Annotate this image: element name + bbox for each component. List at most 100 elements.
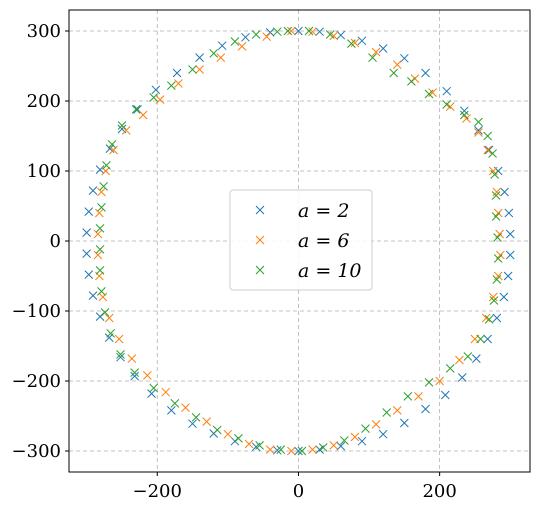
data-point [167, 81, 176, 90]
x-tick-label: −200 [133, 481, 182, 502]
data-point [474, 128, 483, 137]
data-point [483, 131, 492, 141]
data-point [490, 170, 500, 179]
data-point [392, 406, 402, 415]
data-point [97, 187, 106, 197]
data-point [504, 208, 514, 218]
data-point [410, 74, 420, 83]
x-tick-label: 200 [422, 481, 456, 502]
y-tick-label: 300 [27, 21, 61, 42]
data-point [435, 376, 444, 386]
y-tick-label: 0 [50, 231, 61, 252]
data-point [493, 233, 502, 242]
data-point [442, 86, 452, 96]
data-point [195, 65, 204, 74]
series-2-markers [95, 26, 503, 456]
y-tick-label: −300 [12, 441, 61, 462]
data-point [97, 203, 106, 212]
data-point [106, 329, 116, 338]
data-point [483, 145, 492, 155]
data-point [109, 145, 118, 155]
data-point [440, 390, 450, 400]
data-point [116, 352, 125, 362]
data-point [399, 418, 409, 428]
data-point [403, 392, 413, 401]
data-point [421, 68, 430, 78]
data-point [95, 312, 105, 321]
data-point [272, 27, 282, 37]
plot-frame [68, 9, 531, 473]
data-point [237, 42, 247, 51]
data-point [223, 429, 233, 439]
data-point [492, 275, 502, 284]
data-point [155, 95, 165, 104]
legend-marker-0 [255, 205, 265, 215]
data-point [308, 445, 317, 454]
legend-marker-1 [255, 235, 265, 245]
data-point [95, 245, 105, 254]
data-point [172, 68, 182, 78]
data-point [361, 424, 370, 433]
data-point [95, 165, 105, 174]
data-point [241, 32, 250, 42]
data-point [262, 32, 272, 41]
data-point [357, 36, 367, 46]
data-point [308, 27, 317, 37]
series-0-markers [82, 26, 515, 456]
data-point [336, 30, 346, 40]
data-point [378, 429, 388, 439]
data-point [272, 445, 282, 455]
data-point [500, 187, 509, 197]
data-point [149, 93, 159, 102]
data-point [217, 41, 227, 51]
data-point [392, 60, 402, 69]
data-point [424, 89, 434, 99]
data-point [421, 404, 430, 414]
data-point [491, 191, 501, 200]
data-point [505, 250, 515, 260]
data-point [88, 186, 98, 195]
data-point [170, 399, 180, 408]
data-point [114, 334, 124, 344]
data-point [265, 445, 275, 454]
data-point [283, 26, 293, 36]
data-point [339, 436, 349, 445]
data-point [471, 354, 481, 363]
data-point [347, 39, 356, 48]
data-point [483, 334, 492, 344]
axis-ticks: −200 0 200 300 200 100 0 −100 −200 −300 [12, 21, 457, 502]
data-point [371, 420, 381, 429]
data-point [181, 403, 190, 412]
data-point [202, 417, 212, 426]
data-point [357, 436, 367, 446]
data-point [489, 296, 499, 305]
data-point [474, 126, 483, 135]
data-point [424, 378, 434, 387]
data-point [505, 229, 515, 239]
data-point [127, 354, 137, 363]
data-point [484, 315, 494, 324]
data-point [116, 350, 125, 359]
data-point [84, 207, 94, 216]
data-point [459, 106, 469, 116]
data-point [84, 270, 94, 279]
data-point [445, 364, 455, 373]
legend-box [229, 189, 373, 291]
data-point [102, 161, 111, 170]
data-point [414, 392, 423, 401]
data-point [457, 373, 467, 382]
data-point [104, 313, 114, 323]
data-point [488, 292, 498, 302]
data-point [304, 26, 314, 36]
data-point [371, 47, 381, 57]
data-point [95, 224, 105, 233]
data-point [230, 436, 240, 446]
data-point [442, 100, 452, 109]
data-point [131, 105, 141, 114]
data-point [188, 419, 197, 429]
data-point [188, 65, 197, 74]
data-point [399, 53, 409, 63]
y-tick-label: 200 [27, 91, 61, 112]
data-point [93, 229, 103, 239]
data-point [88, 291, 98, 300]
